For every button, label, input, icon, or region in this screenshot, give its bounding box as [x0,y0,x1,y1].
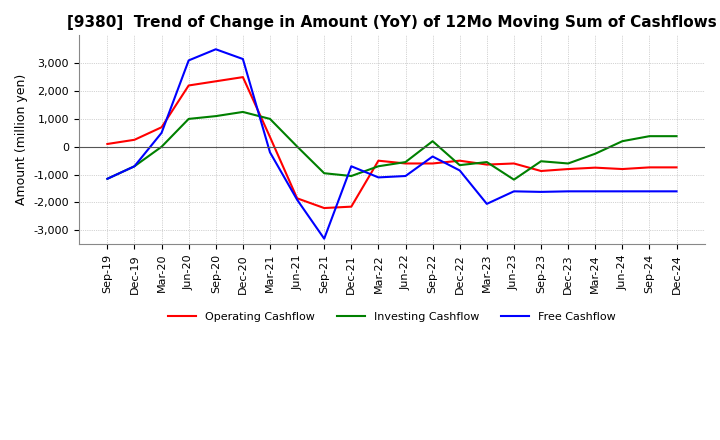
Operating Cashflow [510,161,518,166]
Investing Cashflow [618,139,626,144]
Free Cashflow [510,189,518,194]
Operating Cashflow [482,162,491,167]
Investing Cashflow [591,151,600,156]
Investing Cashflow [320,171,328,176]
Operating Cashflow [591,165,600,170]
Investing Cashflow [293,144,302,149]
Operating Cashflow [645,165,654,170]
Free Cashflow [320,236,328,241]
Operating Cashflow [157,125,166,130]
Free Cashflow [482,201,491,206]
Operating Cashflow [293,196,302,201]
Free Cashflow [184,58,193,63]
Free Cashflow [618,189,626,194]
Operating Cashflow [320,205,328,211]
Free Cashflow [266,150,274,155]
Operating Cashflow [103,141,112,147]
Operating Cashflow [184,83,193,88]
Operating Cashflow [564,166,572,172]
Free Cashflow [536,189,545,194]
Operating Cashflow [212,79,220,84]
Operating Cashflow [618,166,626,172]
Free Cashflow [401,173,410,179]
Free Cashflow [428,154,437,159]
Operating Cashflow [266,134,274,139]
Investing Cashflow [564,161,572,166]
Operating Cashflow [536,169,545,174]
Operating Cashflow [428,161,437,166]
Operating Cashflow [238,74,247,80]
Investing Cashflow [510,177,518,182]
Title: [9380]  Trend of Change in Amount (YoY) of 12Mo Moving Sum of Cashflows: [9380] Trend of Change in Amount (YoY) o… [67,15,717,30]
Operating Cashflow [347,204,356,209]
Investing Cashflow [130,164,139,169]
Investing Cashflow [536,158,545,164]
Operating Cashflow [130,137,139,143]
Investing Cashflow [157,144,166,150]
Investing Cashflow [238,109,247,114]
Free Cashflow [672,189,681,194]
Line: Free Cashflow: Free Cashflow [107,49,677,238]
Y-axis label: Amount (million yen): Amount (million yen) [15,74,28,205]
Line: Operating Cashflow: Operating Cashflow [107,77,677,208]
Line: Investing Cashflow: Investing Cashflow [107,112,677,180]
Operating Cashflow [401,161,410,166]
Free Cashflow [347,164,356,169]
Free Cashflow [212,47,220,52]
Operating Cashflow [455,158,464,163]
Investing Cashflow [103,176,112,181]
Free Cashflow [374,175,383,180]
Investing Cashflow [266,116,274,121]
Investing Cashflow [672,133,681,139]
Investing Cashflow [184,116,193,121]
Free Cashflow [157,130,166,136]
Operating Cashflow [672,165,681,170]
Free Cashflow [645,189,654,194]
Free Cashflow [103,176,112,181]
Operating Cashflow [374,158,383,163]
Free Cashflow [564,189,572,194]
Free Cashflow [130,164,139,169]
Investing Cashflow [374,164,383,169]
Investing Cashflow [401,159,410,165]
Investing Cashflow [645,133,654,139]
Investing Cashflow [428,139,437,144]
Investing Cashflow [482,159,491,165]
Investing Cashflow [347,173,356,179]
Legend: Operating Cashflow, Investing Cashflow, Free Cashflow: Operating Cashflow, Investing Cashflow, … [163,308,620,326]
Free Cashflow [591,189,600,194]
Free Cashflow [238,56,247,62]
Investing Cashflow [455,162,464,168]
Investing Cashflow [212,114,220,119]
Free Cashflow [455,168,464,173]
Free Cashflow [293,197,302,202]
